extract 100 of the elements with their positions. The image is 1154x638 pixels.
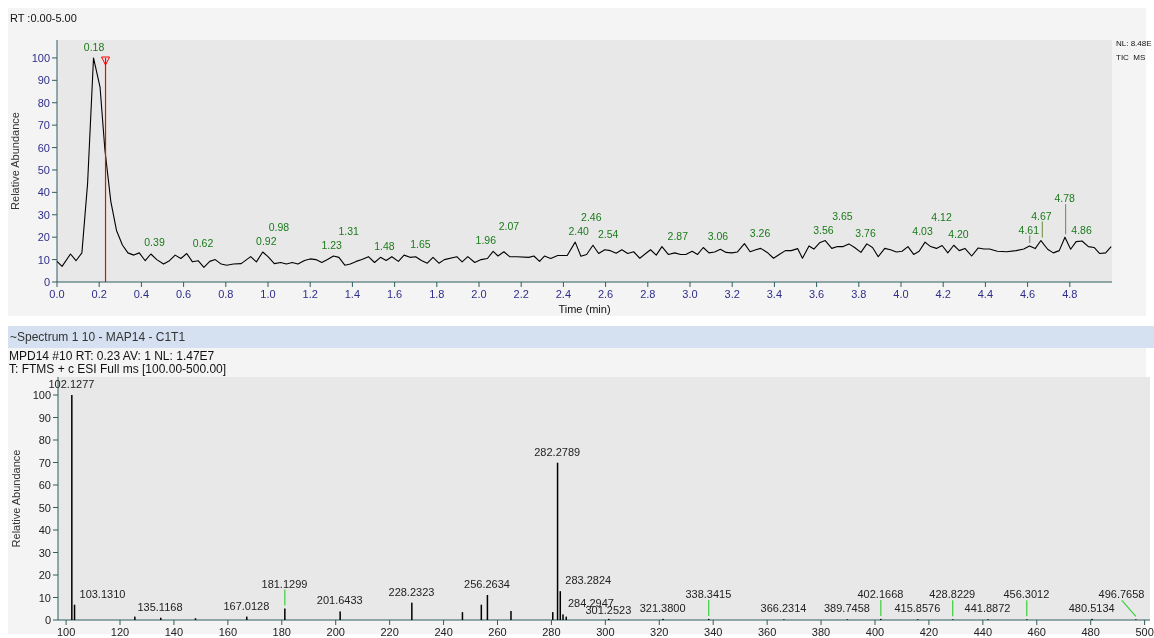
- annotation: 135.1168: [137, 600, 183, 613]
- x-axis-title: Time (min): [558, 303, 611, 315]
- annotation: 402.1668: [857, 587, 904, 600]
- annotation: 282.2789: [534, 445, 581, 458]
- x-tick-label: 4.2: [935, 288, 951, 300]
- x-tick-label: 1.8: [429, 288, 445, 300]
- annotation: 4.61: [1018, 223, 1040, 236]
- y-tick-label: 30: [37, 208, 50, 221]
- y-axis-title: Relative Abundance: [9, 112, 21, 210]
- x-tick-label: 460: [1027, 626, 1046, 638]
- x-tick-label: 300: [596, 626, 615, 638]
- annotation: 181.1299: [261, 577, 308, 590]
- annotation: 415.8576: [894, 602, 941, 615]
- annotation: 3.65: [832, 209, 853, 222]
- y-tick-label: 80: [38, 434, 51, 446]
- x-tick-label: 4.6: [1019, 288, 1036, 300]
- annotation: 256.2634: [464, 578, 510, 591]
- x-tick-label: 160: [218, 626, 238, 638]
- annotation: 4.12: [931, 211, 952, 224]
- annotation: 167.0128: [223, 599, 270, 612]
- annotation: 0.18: [83, 40, 105, 53]
- y-tick-label: 100: [32, 389, 51, 401]
- y-tick-label: 20: [38, 569, 51, 581]
- x-tick-label: 1.6: [386, 288, 403, 300]
- y-tick-label: 0: [44, 614, 51, 626]
- x-tick-label: 3.8: [851, 288, 867, 300]
- annotation: 338.3415: [685, 587, 732, 600]
- y-tick-label: 20: [37, 231, 50, 244]
- annotation: 4.67: [1031, 209, 1052, 222]
- annotation: 3.76: [855, 226, 876, 239]
- x-tick-label: 3.6: [808, 288, 825, 300]
- y-tick-label: 10: [38, 591, 51, 604]
- x-tick-label: 320: [650, 626, 669, 638]
- x-tick-label: 480: [1081, 626, 1100, 638]
- annotation: 2.07: [498, 220, 520, 233]
- y-tick-label: 60: [38, 479, 51, 491]
- y-tick-label: 100: [31, 51, 50, 64]
- annotation: 480.5134: [1068, 601, 1115, 614]
- x-tick-label: 4.4: [977, 288, 994, 300]
- annotation: 102.1277: [48, 378, 95, 390]
- x-tick-label: 100: [56, 626, 76, 638]
- x-tick-label: 200: [326, 626, 345, 638]
- x-tick-label: 3.4: [766, 288, 783, 300]
- annotation: 0.98: [268, 220, 290, 233]
- x-tick-label: 260: [488, 626, 507, 638]
- chart-title: RT :0.00-5.00: [10, 12, 77, 24]
- x-tick-label: 0.0: [49, 288, 65, 300]
- x-tick-label: 2.8: [640, 288, 656, 300]
- annotation: 1.23: [321, 239, 343, 252]
- x-tick-label: 220: [380, 626, 399, 638]
- annotation: 4.86: [1071, 223, 1092, 236]
- x-tick-label: 2.2: [513, 288, 529, 300]
- y-tick-label: 60: [37, 141, 50, 154]
- x-tick-label: 1.4: [344, 288, 361, 300]
- y-tick-label: 50: [37, 163, 50, 176]
- annotation: 366.2314: [760, 602, 807, 615]
- text: TIC MS: [1116, 53, 1146, 62]
- chart-title: ~Spectrum 1 10 - MAP14 - C1T1: [10, 330, 186, 344]
- x-tick-label: 2.6: [597, 288, 614, 300]
- x-tick-label: 2.4: [555, 288, 572, 300]
- annotation: 4.20: [948, 228, 969, 241]
- x-tick-label: 380: [811, 626, 831, 638]
- y-tick-label: 0: [43, 276, 50, 288]
- x-tick-label: 360: [757, 626, 777, 638]
- annotation: 2.40: [568, 225, 589, 238]
- annotation: 1.65: [410, 238, 431, 251]
- y-tick-label: 30: [38, 546, 51, 559]
- annotation: 2.54: [597, 228, 619, 241]
- annotation: 4.03: [912, 225, 933, 238]
- x-tick-label: 240: [434, 626, 453, 638]
- x-tick-label: 340: [704, 626, 723, 638]
- annotation: 228.2323: [388, 585, 435, 598]
- y-tick-label: 10: [37, 253, 50, 266]
- annotation: 2.46: [581, 211, 602, 224]
- y-tick-label: 80: [37, 96, 50, 109]
- x-tick-label: 420: [919, 626, 939, 638]
- y-tick-label: 90: [38, 411, 51, 424]
- x-tick-label: 440: [973, 626, 993, 638]
- annotation: 0.39: [144, 235, 165, 248]
- y-tick-label: 90: [37, 74, 50, 87]
- x-tick-label: 0.2: [91, 288, 107, 300]
- y-tick-label: 40: [38, 524, 51, 536]
- text: NL: 8.48E: [1116, 39, 1152, 48]
- y-tick-label: 50: [38, 501, 51, 514]
- y-axis-title: Relative Abundance: [10, 449, 22, 548]
- x-tick-label: 0.8: [218, 288, 234, 300]
- annotation: 0.62: [192, 236, 214, 249]
- x-tick-label: 1.2: [302, 288, 318, 300]
- annotation: 3.56: [813, 223, 834, 236]
- x-tick-label: 500: [1135, 626, 1154, 638]
- annotation: 321.3800: [639, 601, 686, 614]
- x-tick-label: 3.0: [682, 288, 698, 300]
- annotation: 103.1310: [79, 587, 126, 600]
- annotation: 1.31: [338, 225, 360, 238]
- annotation: 3.06: [707, 230, 729, 243]
- x-tick-label: 2.0: [471, 288, 487, 300]
- x-tick-label: 0.6: [175, 288, 192, 300]
- x-tick-label: 120: [110, 626, 130, 638]
- annotation: 4.78: [1054, 192, 1076, 205]
- annotation: 1.48: [374, 239, 395, 252]
